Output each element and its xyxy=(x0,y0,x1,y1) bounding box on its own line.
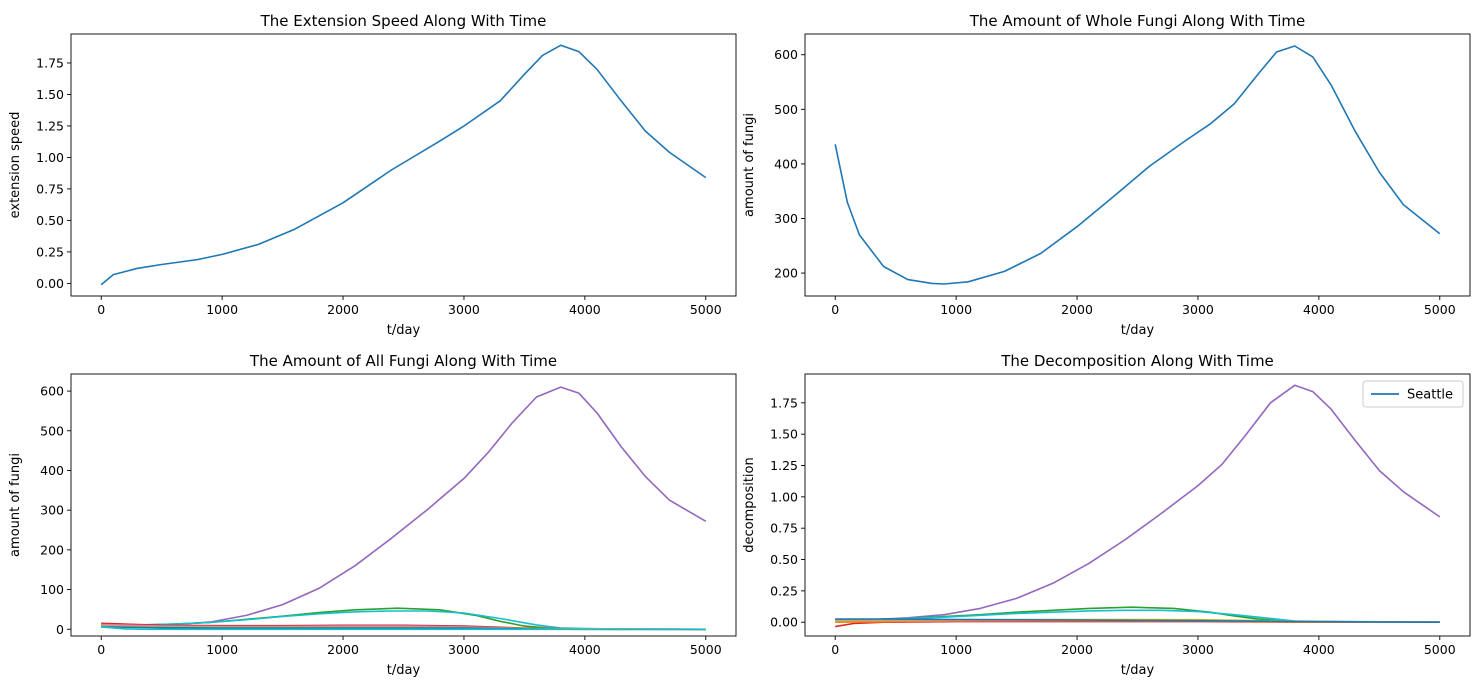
y-tick-label: 1.00 xyxy=(36,150,64,165)
x-tick-label: 2000 xyxy=(327,642,359,657)
y-tick-label: 0.25 xyxy=(770,583,798,598)
chart-title: The Amount of Whole Fungi Along With Tim… xyxy=(969,12,1306,30)
y-tick-label: 1.50 xyxy=(770,427,798,442)
axes-frame xyxy=(70,33,737,297)
x-tick-label: 0 xyxy=(97,302,105,317)
y-tick-label: 600 xyxy=(40,384,64,399)
y-tick-label: 500 xyxy=(40,423,64,438)
y-axis-label: decomposition xyxy=(742,457,757,553)
y-tick-label: 0.00 xyxy=(36,276,64,291)
y-tick-label: 0.50 xyxy=(770,552,798,567)
y-tick-label: 0 xyxy=(56,622,64,637)
y-tick-label: 0.25 xyxy=(36,244,64,259)
chart-title: The Extension Speed Along With Time xyxy=(260,12,547,30)
x-axis-label: t/day xyxy=(1121,663,1155,678)
series-line-8 xyxy=(835,618,1440,623)
y-tick-label: 200 xyxy=(40,542,64,557)
y-tick-label: 400 xyxy=(40,463,64,478)
axes-frame xyxy=(70,373,737,637)
x-tick-label: 2000 xyxy=(1061,302,1093,317)
series-line-1 xyxy=(834,45,1441,285)
x-tick-label: 1000 xyxy=(206,642,238,657)
x-tick-label: 0 xyxy=(97,642,105,657)
x-tick-label: 5000 xyxy=(1424,302,1456,317)
y-tick-label: 500 xyxy=(774,102,798,117)
y-tick-label: 300 xyxy=(40,503,64,518)
x-tick-label: 1000 xyxy=(206,302,238,317)
y-tick-label: 200 xyxy=(774,266,798,281)
x-tick-label: 5000 xyxy=(690,302,722,317)
x-tick-label: 3000 xyxy=(448,302,480,317)
axes-frame xyxy=(804,33,1471,297)
y-tick-label: 0.75 xyxy=(770,521,798,536)
legend-label: Seattle xyxy=(1407,388,1453,403)
x-tick-label: 4000 xyxy=(1303,302,1335,317)
y-axis-label: amount of fungi xyxy=(742,113,757,217)
subplot-3: The Amount of All Fungi Along With Time 0… xyxy=(8,352,737,678)
y-axis-label: extension speed xyxy=(8,112,23,219)
x-axis-label: t/day xyxy=(387,323,421,338)
y-tick-label: 1.25 xyxy=(770,458,798,473)
y-tick-label: 1.00 xyxy=(770,489,798,504)
x-axis-label: t/day xyxy=(1121,323,1155,338)
x-tick-label: 4000 xyxy=(569,642,601,657)
x-axis-label: t/day xyxy=(387,663,421,678)
chart-title: The Decomposition Along With Time xyxy=(1000,352,1274,370)
legend: Seattle xyxy=(1362,380,1464,408)
y-axis-label: amount of fungi xyxy=(8,453,23,557)
x-tick-label: 4000 xyxy=(1303,642,1335,657)
y-tick-label: 1.75 xyxy=(770,395,798,410)
y-tick-label: 100 xyxy=(40,582,64,597)
x-tick-label: 0 xyxy=(831,302,839,317)
subplot-1: The Extension Speed Along With Time 0 1000… xyxy=(8,12,737,338)
y-tick-label: 1.50 xyxy=(36,87,64,102)
y-tick-label: 0.00 xyxy=(770,615,798,630)
y-tick-label: 0.75 xyxy=(36,181,64,196)
y-tick-label: 300 xyxy=(774,211,798,226)
axes-frame xyxy=(804,373,1471,637)
y-tick-label: 600 xyxy=(774,47,798,62)
y-tick-label: 0.50 xyxy=(36,213,64,228)
x-tick-label: 2000 xyxy=(1061,642,1093,657)
chart-title: The Amount of All Fungi Along With Time xyxy=(249,352,557,370)
x-tick-label: 1000 xyxy=(940,302,972,317)
series-line-1 xyxy=(835,384,1441,621)
x-tick-label: 3000 xyxy=(448,642,480,657)
series-line-3 xyxy=(101,610,706,631)
x-tick-label: 3000 xyxy=(1182,642,1214,657)
legend-box xyxy=(1362,380,1464,408)
x-tick-label: 0 xyxy=(831,642,839,657)
subplot-2: The Amount of Whole Fungi Along With Tim… xyxy=(742,12,1471,338)
x-tick-label: 1000 xyxy=(940,642,972,657)
y-tick-label: 400 xyxy=(774,156,798,171)
series-line-1 xyxy=(101,386,707,627)
series-line-8 xyxy=(101,626,706,631)
x-tick-label: 2000 xyxy=(327,302,359,317)
x-tick-label: 5000 xyxy=(1424,642,1456,657)
series-line-1 xyxy=(100,44,707,286)
x-tick-label: 3000 xyxy=(1182,302,1214,317)
series-line-3 xyxy=(835,609,1440,623)
y-tick-label: 1.25 xyxy=(36,118,64,133)
x-tick-label: 5000 xyxy=(690,642,722,657)
y-tick-label: 1.75 xyxy=(36,55,64,70)
subplot-4: The Decomposition Along With Time 0 1000 20… xyxy=(742,352,1471,678)
x-tick-label: 4000 xyxy=(569,302,601,317)
